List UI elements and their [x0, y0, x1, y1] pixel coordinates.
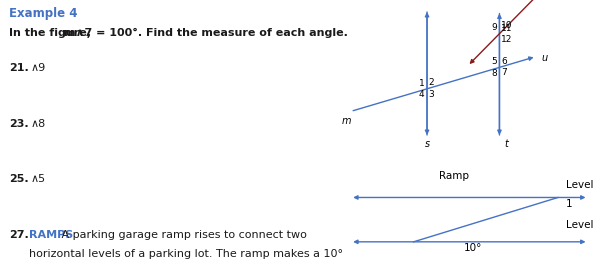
Text: u: u [541, 53, 547, 63]
Text: 11: 11 [501, 24, 512, 33]
Text: 7: 7 [501, 68, 507, 77]
Text: ∧8: ∧8 [30, 119, 45, 129]
Text: 3: 3 [429, 90, 434, 99]
Text: 8: 8 [491, 69, 497, 78]
Text: ∧9: ∧9 [30, 63, 45, 73]
Text: 21.: 21. [9, 63, 29, 73]
Text: 6: 6 [501, 57, 507, 66]
Text: m∧7 = 100°. Find the measure of each angle.: m∧7 = 100°. Find the measure of each ang… [64, 28, 347, 38]
Text: 4: 4 [419, 91, 424, 100]
Text: 1: 1 [418, 79, 424, 88]
Text: 2: 2 [429, 78, 434, 87]
Text: 27.: 27. [9, 230, 29, 240]
Text: 9: 9 [491, 23, 497, 32]
Text: 5: 5 [491, 57, 497, 66]
Text: 10°: 10° [464, 243, 483, 253]
Text: Ramp: Ramp [439, 171, 469, 181]
Text: RAMPS: RAMPS [29, 230, 73, 240]
Text: Level 1: Level 1 [566, 220, 596, 230]
Text: t: t [504, 139, 508, 149]
Text: s: s [424, 139, 430, 149]
Text: 1: 1 [566, 199, 572, 209]
Text: A parking garage ramp rises to connect two: A parking garage ramp rises to connect t… [58, 230, 307, 240]
Text: Level 2: Level 2 [566, 180, 596, 190]
Text: Example 4: Example 4 [9, 7, 77, 20]
Text: 10: 10 [501, 21, 512, 30]
Text: In the figure,: In the figure, [9, 28, 95, 38]
Text: 25.: 25. [9, 174, 29, 184]
Text: ∧5: ∧5 [30, 174, 45, 184]
Text: 23.: 23. [9, 119, 29, 129]
Text: horizontal levels of a parking lot. The ramp makes a 10°: horizontal levels of a parking lot. The … [29, 249, 343, 260]
Text: m: m [342, 116, 352, 126]
Text: 12: 12 [501, 35, 512, 44]
